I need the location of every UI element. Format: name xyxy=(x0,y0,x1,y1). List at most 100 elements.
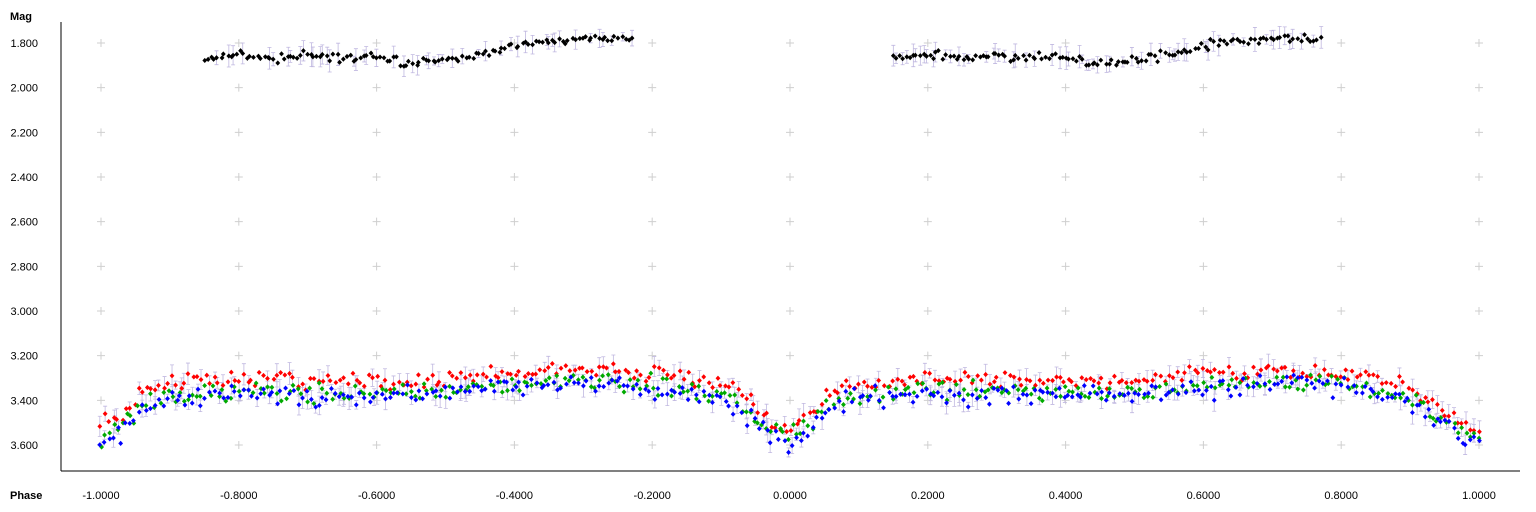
data-point-s3-0-289 xyxy=(1309,380,1315,386)
data-point-s3-0-75 xyxy=(413,397,419,403)
data-point-s1-0-51 xyxy=(311,375,317,382)
data-point-s0-1-68 xyxy=(1115,59,1121,65)
data-point-s1-0-292 xyxy=(1321,367,1327,373)
data-point-s1-0-307 xyxy=(1383,380,1389,386)
data-point-s0-0-33 xyxy=(310,54,316,60)
data-point-s2-0-265 xyxy=(1209,374,1215,381)
data-point-s1-0-57 xyxy=(337,377,343,383)
data-point-s2-0-68 xyxy=(383,387,389,394)
data-point-s1-0-152 xyxy=(736,386,742,392)
data-point-s0-1-97 xyxy=(1211,38,1217,45)
data-point-s0-1-70 xyxy=(1122,59,1128,65)
data-point-s1-0-78 xyxy=(425,376,430,382)
data-point-s2-0-320 xyxy=(1438,415,1444,421)
data-point-s3-0-53 xyxy=(319,395,325,401)
data-point-s0-1-16 xyxy=(943,52,949,58)
y-tick-label-8: 3.400 xyxy=(10,395,38,407)
data-point-s1-0-153 xyxy=(739,392,745,399)
data-point-s3-0-21 xyxy=(186,393,192,399)
data-point-s1-0-121 xyxy=(604,365,609,371)
data-point-s2-0-125 xyxy=(621,389,627,395)
data-point-s2-0-157 xyxy=(755,420,760,426)
grid-plus-9-6 xyxy=(1337,307,1346,315)
data-point-s2-0-311 xyxy=(1400,390,1406,396)
data-point-s1-0-140 xyxy=(686,369,692,375)
data-point-s2-0-230 xyxy=(1062,384,1068,390)
data-point-s0-1-2 xyxy=(897,53,903,59)
data-point-s1-0-216 xyxy=(1002,370,1008,376)
data-point-s2-0-229 xyxy=(1058,393,1063,399)
data-point-s1-0-319 xyxy=(1434,401,1440,408)
data-point-s1-0-142 xyxy=(692,384,698,390)
data-point-s0-0-41 xyxy=(337,59,342,65)
data-point-s3-0-266 xyxy=(1211,397,1217,403)
data-point-s1-0-115 xyxy=(579,365,585,371)
data-point-s1-0-178 xyxy=(843,378,849,384)
data-point-s2-0-43 xyxy=(278,398,284,404)
data-point-s0-0-70 xyxy=(432,59,438,65)
data-point-s2-0-121 xyxy=(605,372,611,378)
data-point-s2-0-313 xyxy=(1410,402,1415,408)
data-point-s0-1-41 xyxy=(1027,52,1032,58)
data-point-s2-0-8 xyxy=(131,420,137,426)
data-point-s3-0-13 xyxy=(152,402,158,409)
data-point-s3-0-311 xyxy=(1402,398,1408,405)
data-point-s3-0-210 xyxy=(979,387,985,394)
data-point-s1-0-234 xyxy=(1079,375,1085,381)
data-point-s1-0-310 xyxy=(1397,373,1402,380)
data-point-s1-0-259 xyxy=(1182,370,1187,376)
data-point-s3-0-201 xyxy=(939,394,945,400)
data-point-s1-0-35 xyxy=(246,379,252,385)
data-point-s1-0-148 xyxy=(717,382,723,389)
data-point-s0-0-113 xyxy=(577,35,583,42)
data-point-s0-0-58 xyxy=(394,54,399,60)
data-point-s1-0-149 xyxy=(723,383,728,389)
grid-plus-3-8 xyxy=(510,396,519,405)
data-point-s3-0-299 xyxy=(1351,383,1357,389)
data-point-s1-0-12 xyxy=(148,386,154,392)
data-point-s2-0-54 xyxy=(324,390,330,396)
data-point-s2-0-98 xyxy=(509,376,515,382)
x-tick-label-2: -0.6000 xyxy=(358,490,395,502)
data-point-s3-0-47 xyxy=(296,402,302,408)
data-point-s0-1-18 xyxy=(951,53,957,59)
grid-plus-3-9 xyxy=(510,441,519,449)
data-point-s3-0-322 xyxy=(1446,418,1452,424)
data-point-s1-0-74 xyxy=(408,383,414,389)
data-point-s2-0-74 xyxy=(408,389,414,395)
data-point-s3-0-20 xyxy=(182,402,188,408)
data-point-s1-0-326 xyxy=(1463,419,1469,426)
data-point-s2-0-161 xyxy=(773,421,779,428)
data-point-s1-0-209 xyxy=(975,373,981,379)
data-point-s3-0-153 xyxy=(739,409,745,416)
data-point-s3-0-81 xyxy=(437,393,443,399)
data-point-s0-0-67 xyxy=(424,57,429,63)
data-point-s0-1-63 xyxy=(1098,57,1104,63)
data-point-s3-0-279 xyxy=(1267,386,1273,393)
data-point-s1-0-154 xyxy=(744,396,750,402)
data-point-s0-1-85 xyxy=(1172,52,1178,58)
data-point-s2-0-185 xyxy=(873,387,878,393)
data-point-s0-1-59 xyxy=(1086,62,1092,68)
data-point-s0-0-7 xyxy=(226,53,232,59)
data-point-s3-0-302 xyxy=(1362,383,1368,390)
data-point-s1-0-15 xyxy=(162,385,167,391)
data-point-s3-0-161 xyxy=(773,428,779,434)
data-point-s3-0-195 xyxy=(914,393,920,399)
data-point-s1-0-91 xyxy=(480,371,486,377)
data-point-s3-0-222 xyxy=(1028,400,1034,407)
data-point-s3-0-236 xyxy=(1087,390,1093,396)
data-point-s1-0-10 xyxy=(139,389,145,395)
data-point-s1-0-125 xyxy=(623,367,629,373)
data-point-s1-0-276 xyxy=(1255,371,1260,377)
data-point-s3-0-216 xyxy=(1004,388,1009,394)
data-point-s2-0-136 xyxy=(669,393,674,399)
data-point-s3-0-292 xyxy=(1320,380,1326,387)
grid-plus-0-5 xyxy=(97,262,105,271)
data-point-s1-0-137 xyxy=(671,372,677,379)
data-point-s2-0-201 xyxy=(939,379,945,386)
data-point-s1-0-110 xyxy=(558,365,564,371)
data-point-s3-0-280 xyxy=(1272,381,1277,387)
data-point-s1-0-117 xyxy=(589,368,595,374)
data-point-s1-0-104 xyxy=(533,371,539,377)
